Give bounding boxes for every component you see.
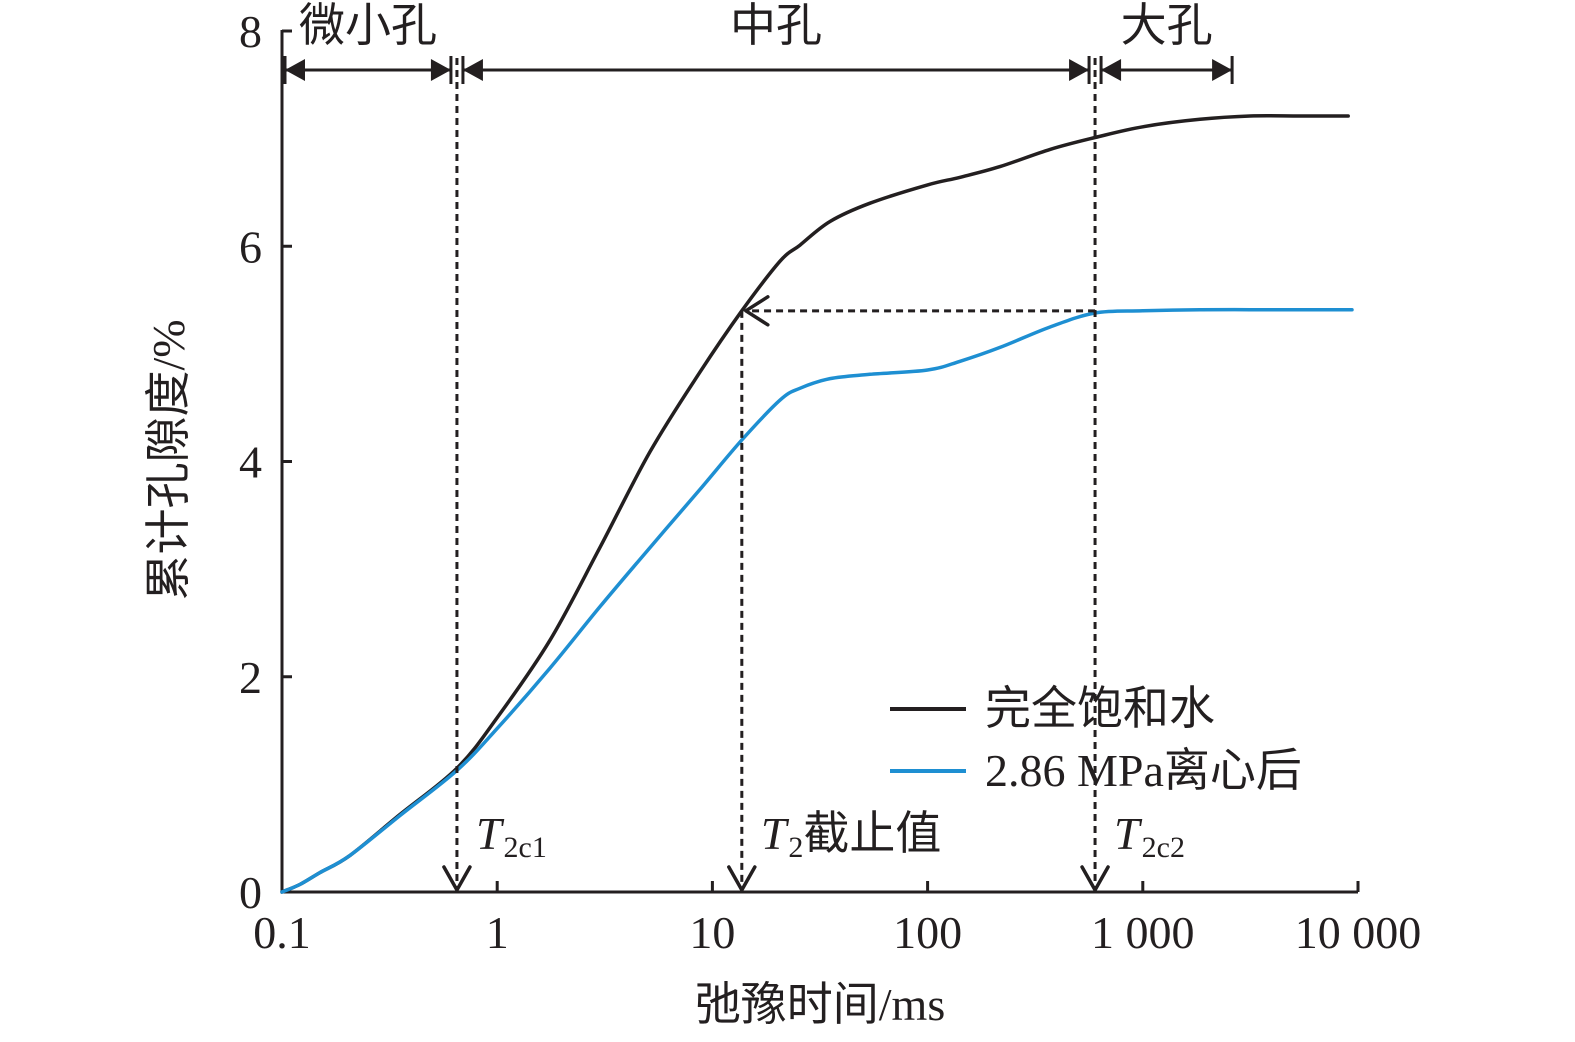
pore-class-arrowhead bbox=[430, 59, 451, 81]
cutoff-label-symbol: T bbox=[761, 808, 790, 859]
series-group bbox=[280, 114, 1354, 894]
y-tick-label: 6 bbox=[239, 221, 262, 272]
x-tick-label: 0.1 bbox=[253, 907, 311, 958]
y-tick-label: 0 bbox=[239, 867, 262, 918]
cutoff-label: T2截止值 bbox=[761, 808, 942, 864]
cutoff-label-subscript: 2 bbox=[788, 831, 803, 864]
pore-class-label: 大孔 bbox=[1121, 0, 1213, 51]
pore-class-label: 中孔 bbox=[730, 0, 822, 51]
legend-label: 完全饱和水 bbox=[985, 683, 1215, 734]
x-tick-label: 1 000 bbox=[1091, 907, 1195, 958]
cutoff-label: T2c1 bbox=[476, 808, 547, 864]
series-line-after-centrifugation bbox=[280, 307, 1354, 894]
y-tick-label: 4 bbox=[239, 437, 262, 488]
x-tick-label: 100 bbox=[893, 907, 962, 958]
pore-class-arrowhead bbox=[1101, 59, 1122, 81]
x-tick-label: 1 bbox=[486, 907, 509, 958]
axes-group: 0 2 4 6 8 0.1 1 10 100 1 000 10 000 bbox=[239, 6, 1421, 958]
pore-class-arrowhead bbox=[1212, 59, 1233, 81]
legend-label: 2.86 MPa离心后 bbox=[985, 745, 1302, 796]
cutoff-arrowhead bbox=[442, 865, 472, 892]
x-tick-label: 10 bbox=[689, 907, 735, 958]
cutoff-label-suffix: 截止值 bbox=[803, 808, 941, 859]
cutoff-arrowhead bbox=[727, 865, 757, 892]
cutoff-label-subscript: 2c2 bbox=[1142, 831, 1185, 864]
y-axis-label: 累计孔隙度/% bbox=[143, 319, 194, 600]
y-tick-label: 2 bbox=[239, 652, 262, 703]
cutoff-label-subscript: 2c1 bbox=[504, 831, 547, 864]
y-tick-label: 8 bbox=[239, 6, 262, 57]
cutoff-label: T2c2 bbox=[1114, 808, 1185, 864]
pore-class-arrowhead bbox=[285, 59, 305, 81]
x-tick-label: 10 000 bbox=[1295, 907, 1422, 958]
cutoff-label-symbol: T bbox=[1114, 808, 1143, 859]
pore-class-arrowhead bbox=[1069, 59, 1090, 81]
legend: 完全饱和水 2.86 MPa离心后 bbox=[890, 683, 1302, 796]
cutoff-arrowhead bbox=[1080, 865, 1110, 892]
cutoff-label-symbol: T bbox=[476, 808, 505, 859]
pore-class-label: 微小孔 bbox=[299, 0, 437, 51]
reference-arrowhead bbox=[744, 295, 770, 327]
pore-class-arrowhead bbox=[462, 59, 483, 81]
x-axis-label: 弛豫时间/ms bbox=[695, 979, 945, 1030]
